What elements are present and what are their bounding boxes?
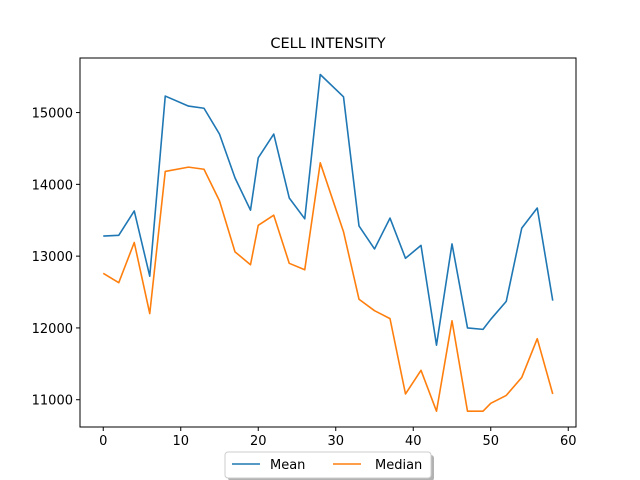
- legend-label-median: Median: [375, 458, 422, 473]
- legend-box: [224, 451, 432, 479]
- legend: Mean Median: [224, 451, 434, 480]
- plot-lines: [102, 73, 554, 413]
- x-tick-label: 0: [99, 434, 107, 449]
- x-tick-label: 30: [327, 434, 344, 449]
- chart-title: CELL INTENSITY: [270, 36, 385, 52]
- x-tick-label: 50: [482, 434, 499, 449]
- x-axis: 0 10 20 30 40 50 60: [99, 427, 577, 449]
- y-tick-label: 11000: [32, 394, 73, 409]
- x-tick-label: 10: [172, 434, 189, 449]
- y-tick-label: 12000: [32, 322, 73, 337]
- y-tick-label: 14000: [32, 178, 73, 193]
- x-tick-label: 40: [405, 434, 422, 449]
- x-tick-label: 60: [560, 434, 577, 449]
- plot-area-frame: [79, 57, 577, 428]
- series-line-median: [102, 162, 554, 413]
- y-axis: 11000 12000 13000 14000 15000: [32, 107, 80, 409]
- y-tick-label: 13000: [32, 250, 73, 265]
- series-line-mean: [103, 73, 554, 346]
- x-tick-label: 20: [250, 434, 267, 449]
- legend-label-mean: Mean: [270, 458, 305, 473]
- y-tick-label: 15000: [32, 107, 73, 122]
